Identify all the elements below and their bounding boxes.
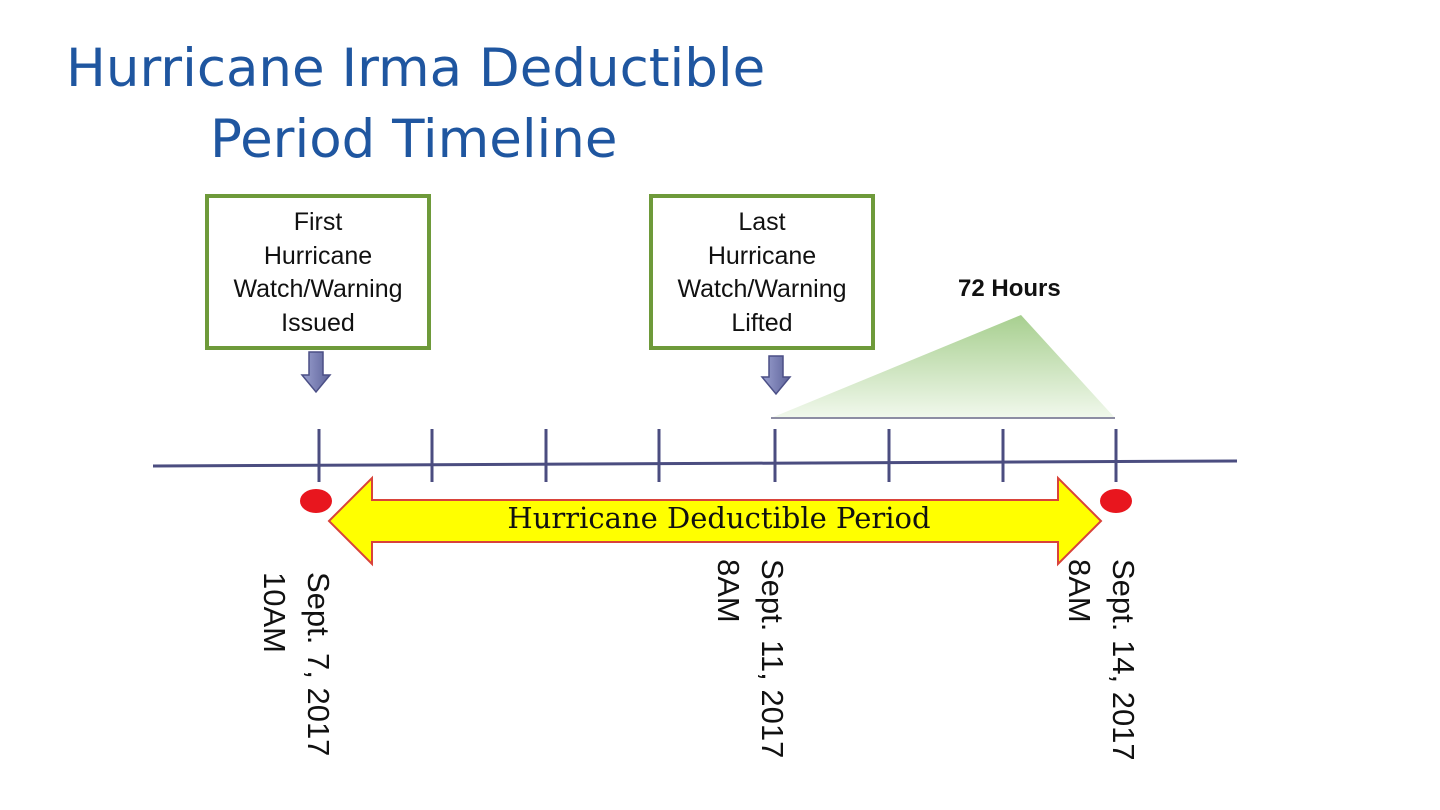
deductible-period-arrow	[327, 475, 1103, 567]
slide-title-line-2: Period Timeline	[210, 109, 618, 170]
start-marker	[300, 489, 332, 513]
last-watch-down-arrow	[760, 355, 792, 396]
72-hours-triangle	[771, 315, 1115, 418]
slide-title-line-1: Hurricane Irma Deductible	[66, 38, 766, 99]
date-line: Sept. 11, 2017	[755, 559, 790, 759]
callout-line: Last	[738, 208, 786, 236]
72-hours-label: 72 Hours	[958, 275, 1061, 302]
callout-line: Issued	[281, 308, 355, 337]
timeline-axis	[152, 459, 1238, 468]
date-label-sept-14: Sept. 14, 2017 8AM	[1057, 559, 1145, 761]
time-line: 8AM	[1062, 559, 1097, 623]
date-line: Sept. 14, 2017	[1106, 559, 1141, 761]
date-label-sept-11: Sept. 11, 2017 8AM	[706, 559, 794, 758]
callout-line: Lifted	[731, 308, 793, 337]
callout-line: Hurricane	[263, 241, 373, 270]
callout-line: Watch/Warning	[677, 275, 847, 303]
date-line: Sept. 7, 2017	[301, 572, 336, 757]
last-watch-lifted-callout: Last Hurricane Watch/Warning Lifted	[649, 194, 875, 350]
time-line: 10AM	[257, 572, 292, 653]
callout-line: Watch/Warning	[233, 275, 403, 303]
timeline-ticks	[317, 429, 1118, 482]
callout-line: Hurricane	[707, 241, 817, 270]
deductible-period-label: Hurricane Deductible Period	[507, 501, 931, 535]
first-watch-issued-callout: First Hurricane Watch/Warning Issued	[205, 194, 431, 350]
time-line: 8AM	[711, 559, 746, 623]
first-watch-down-arrow	[300, 351, 332, 394]
end-marker	[1100, 489, 1132, 513]
date-label-sept-7: Sept. 7, 2017 10AM	[252, 572, 340, 756]
callout-line: First	[293, 208, 343, 236]
